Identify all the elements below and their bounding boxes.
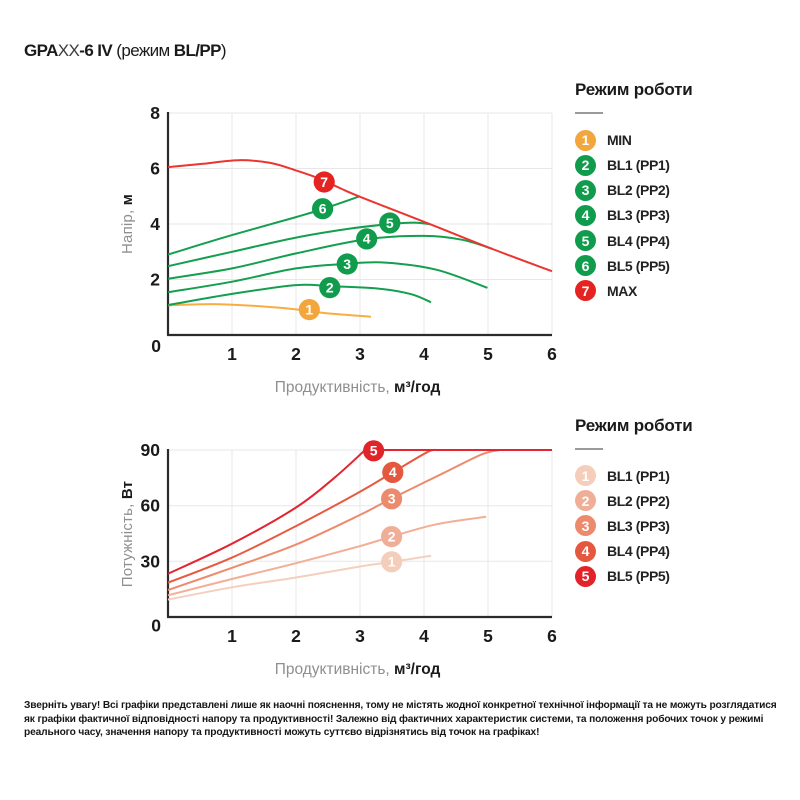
svg-text:60: 60: [141, 496, 161, 516]
svg-text:0: 0: [151, 336, 161, 356]
svg-text:7: 7: [320, 174, 328, 190]
svg-text:1: 1: [227, 626, 237, 646]
svg-text:6: 6: [547, 344, 557, 364]
svg-text:0: 0: [151, 616, 161, 636]
svg-text:4: 4: [150, 214, 160, 234]
svg-text:Потужність, Вт: Потужність, Вт: [119, 481, 136, 587]
svg-text:5: 5: [386, 215, 394, 231]
svg-text:2: 2: [150, 270, 160, 290]
svg-text:Напір, м: Напір, м: [119, 194, 136, 254]
svg-text:Продуктивність, м³/год: Продуктивність, м³/год: [275, 661, 441, 678]
svg-text:4: 4: [419, 626, 429, 646]
svg-text:3: 3: [355, 344, 365, 364]
svg-text:4: 4: [363, 231, 371, 247]
svg-text:90: 90: [141, 440, 161, 460]
svg-text:1: 1: [227, 344, 237, 364]
svg-text:5: 5: [370, 443, 378, 459]
svg-text:Продуктивність, м³/год: Продуктивність, м³/год: [275, 379, 441, 396]
svg-text:3: 3: [355, 626, 365, 646]
svg-text:1: 1: [388, 554, 396, 570]
svg-text:4: 4: [389, 464, 397, 480]
svg-text:2: 2: [388, 528, 396, 544]
svg-text:4: 4: [419, 344, 429, 364]
svg-text:6: 6: [319, 201, 327, 217]
svg-text:6: 6: [547, 626, 557, 646]
svg-text:2: 2: [291, 344, 301, 364]
svg-text:2: 2: [326, 279, 334, 295]
svg-text:2: 2: [291, 626, 301, 646]
svg-text:6: 6: [150, 159, 160, 179]
svg-text:5: 5: [483, 626, 493, 646]
svg-text:5: 5: [483, 344, 493, 364]
svg-text:8: 8: [150, 103, 160, 123]
svg-text:30: 30: [141, 551, 161, 571]
svg-text:3: 3: [343, 256, 351, 272]
svg-text:3: 3: [388, 491, 396, 507]
svg-text:1: 1: [305, 301, 313, 317]
